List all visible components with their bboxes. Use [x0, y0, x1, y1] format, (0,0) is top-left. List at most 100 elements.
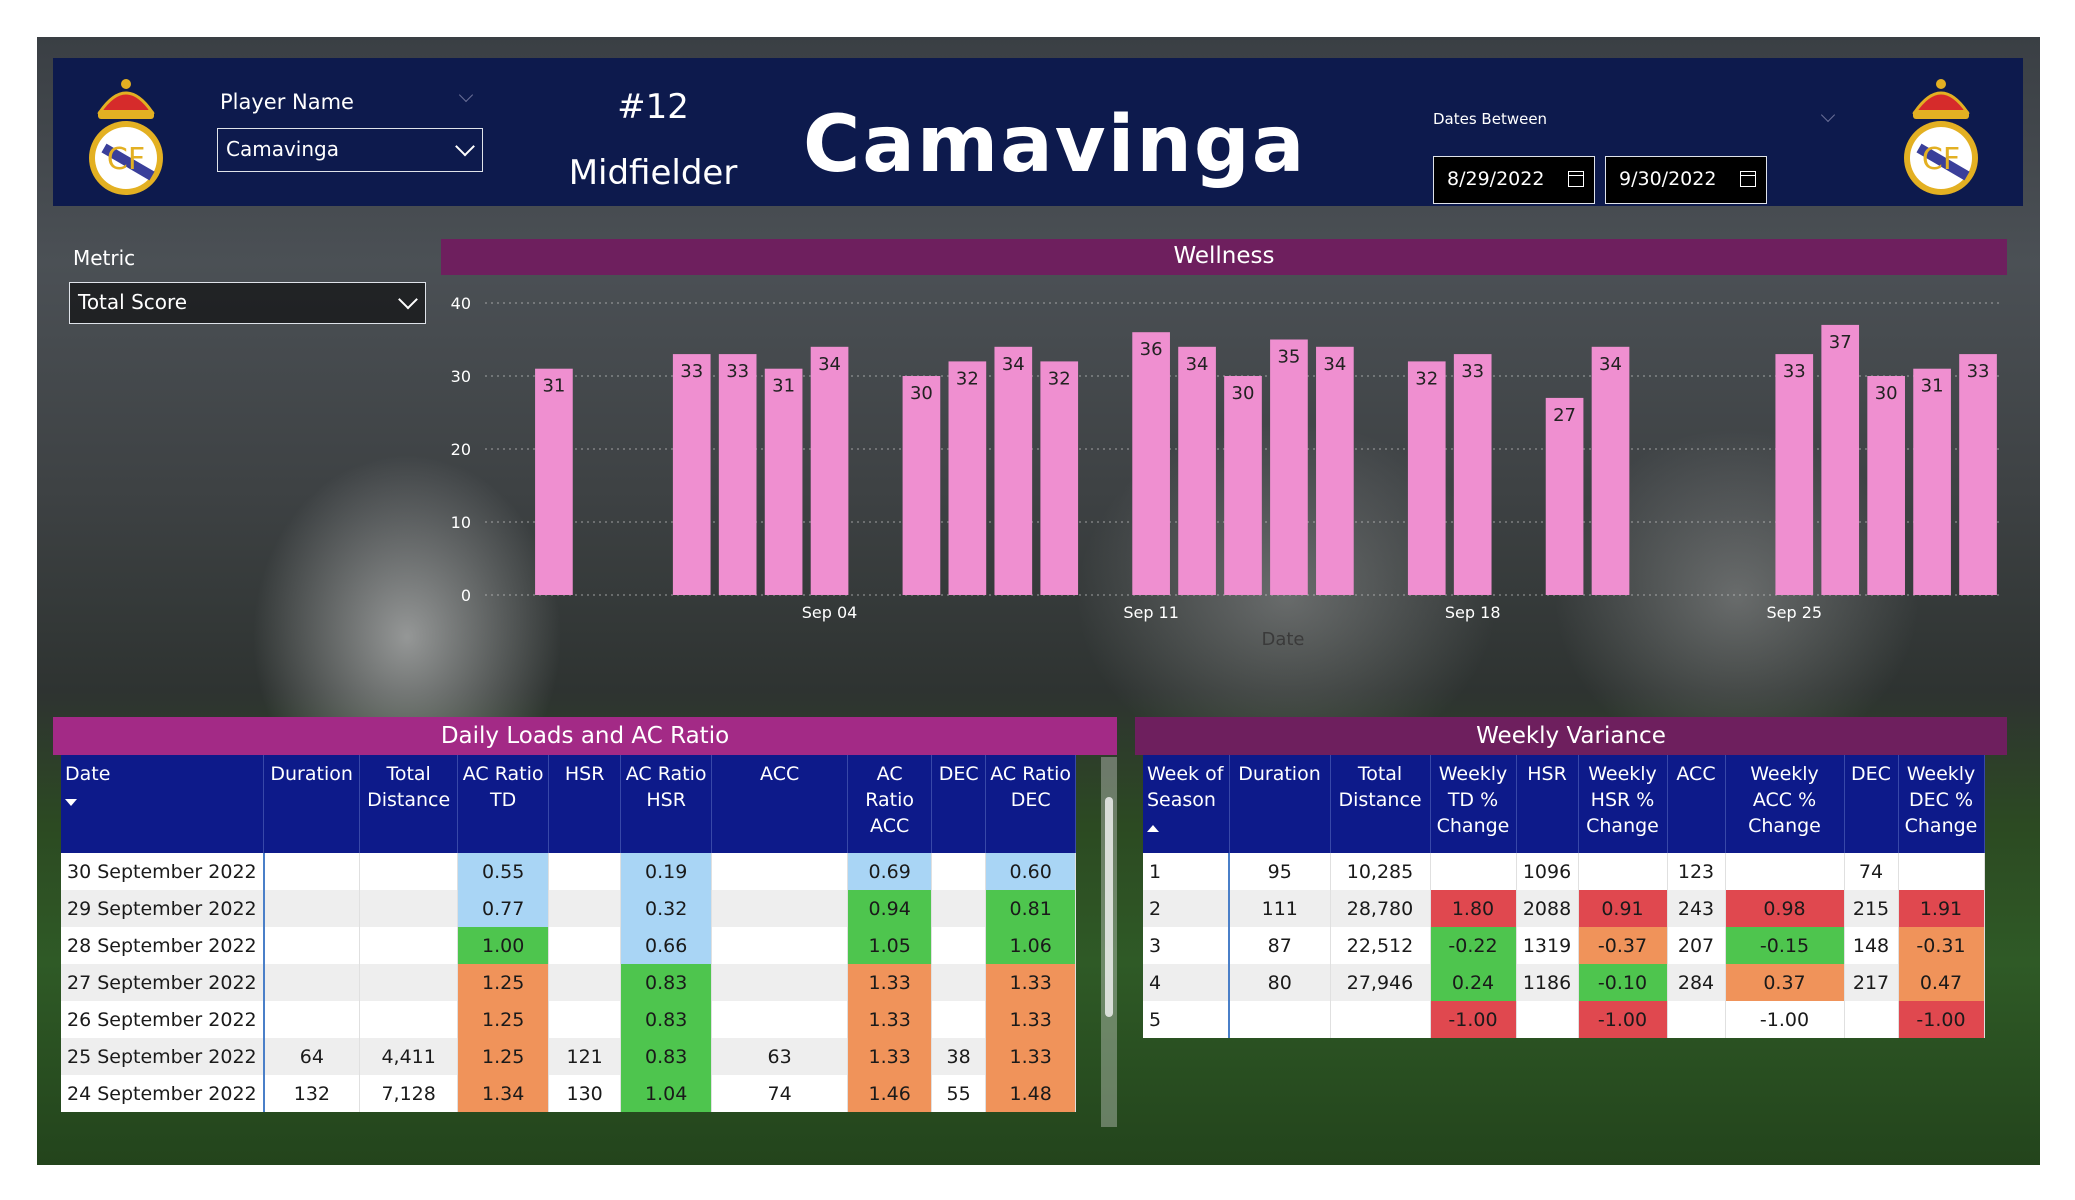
column-header-label: ACC [1676, 763, 1716, 785]
column-header[interactable]: Total Distance [359, 755, 459, 853]
table-cell [931, 1001, 987, 1038]
table-cell: 22,512 [1330, 927, 1431, 964]
date-slicer-chevron-icon[interactable] [1820, 107, 1836, 123]
column-header[interactable]: Weekly TD % Change [1430, 755, 1517, 853]
table-row[interactable]: 29 September 2022 0.77 0.32 0.94 0.81 [61, 890, 1077, 927]
table-row[interactable]: 1 95 10,285 1096 123 74 [1143, 853, 1985, 890]
metric-dropdown[interactable]: Total Score [69, 282, 426, 324]
daily-table-scrollbar[interactable] [1101, 757, 1117, 1127]
table-row[interactable]: 30 September 2022 0.55 0.19 0.69 0.60 [61, 853, 1077, 890]
table-cell: 0.77 [457, 890, 550, 927]
column-header[interactable]: Duration [1229, 755, 1331, 853]
column-header[interactable]: Weekly HSR % Change [1578, 755, 1668, 853]
table-row[interactable]: 4 80 27,946 0.24 1186 -0.10 284 0.37 217 0.47 [1143, 964, 1985, 1001]
column-header[interactable]: AC Ratio ACC [847, 755, 933, 853]
bar-data-label: 33 [680, 361, 703, 382]
table-cell: 121 [548, 1038, 622, 1075]
wellness-bar [1270, 339, 1308, 595]
table-cell [1516, 1001, 1579, 1038]
table-cell [263, 927, 361, 964]
chevron-down-icon [398, 289, 418, 310]
column-header[interactable]: Weekly ACC % Change [1725, 755, 1845, 853]
calendar-icon[interactable] [1740, 171, 1756, 187]
column-header-label: Total Distance [1338, 763, 1422, 811]
table-row[interactable]: 25 September 2022 64 4,411 1.25 121 0.83 63 1.3… [61, 1038, 1077, 1075]
table-row[interactable]: 24 September 2022 132 7,128 1.34 130 1.04 74 1.… [61, 1075, 1077, 1112]
wellness-bar [1821, 324, 1860, 595]
daily-loads-table-container[interactable]: Date Duration Total Distance AC Ratio TD HSR… [61, 755, 1117, 1127]
table-cell: 1.33 [847, 1001, 933, 1038]
column-header[interactable]: Date [61, 755, 265, 853]
column-header[interactable]: HSR [548, 755, 622, 853]
table-cell: 0.83 [620, 1038, 713, 1075]
table-cell: 2 [1143, 890, 1230, 927]
player-name-dropdown[interactable]: Camavinga [217, 128, 483, 172]
wellness-bar [994, 346, 1033, 595]
table-cell: 64 [263, 1038, 361, 1075]
bar-data-label: 36 [1140, 339, 1163, 360]
column-header[interactable]: ACC [1667, 755, 1726, 853]
table-cell: -1.00 [1725, 1001, 1845, 1038]
calendar-icon[interactable] [1568, 171, 1584, 187]
scrollbar-thumb[interactable] [1105, 797, 1113, 1017]
bar-data-label: 34 [1002, 354, 1025, 375]
bar-data-label: 31 [772, 376, 795, 397]
column-header[interactable]: DEC [931, 755, 987, 853]
table-cell [548, 1001, 622, 1038]
column-header-label: HSR [564, 763, 605, 785]
table-cell [1578, 853, 1668, 890]
table-cell [1229, 1001, 1331, 1038]
table-cell: 38 [931, 1038, 987, 1075]
table-row[interactable]: 2 111 28,780 1.80 2088 0.91 243 0.98 215 1.91 [1143, 890, 1985, 927]
table-cell: 1.33 [985, 1001, 1077, 1038]
table-cell: 0.55 [457, 853, 550, 890]
table-cell: 0.69 [847, 853, 933, 890]
bar-data-label: 33 [1967, 361, 1990, 382]
metric-value: Total Score [78, 290, 188, 314]
column-header[interactable]: DEC [1844, 755, 1899, 853]
y-tick-label: 40 [451, 294, 471, 313]
column-header[interactable]: Weekly DEC % Change [1898, 755, 1985, 853]
bar-data-label: 32 [1415, 368, 1438, 389]
table-row[interactable]: 27 September 2022 1.25 0.83 1.33 1.33 [61, 964, 1077, 1001]
column-header[interactable]: Week of Season [1143, 755, 1230, 853]
table-cell: -1.00 [1898, 1001, 1985, 1038]
column-header[interactable]: Total Distance [1330, 755, 1431, 853]
daily-loads-table: Date Duration Total Distance AC Ratio TD HSR… [61, 755, 1077, 1112]
table-cell: 148 [1844, 927, 1899, 964]
weekly-variance-table-container[interactable]: Week of Season Duration Total Distance Week… [1143, 755, 2007, 1085]
table-row[interactable]: 28 September 2022 1.00 0.66 1.05 1.06 [61, 927, 1077, 964]
svg-text:CF: CF [107, 142, 145, 177]
table-cell: 0.81 [985, 890, 1077, 927]
table-cell: 87 [1229, 927, 1331, 964]
column-header[interactable]: AC Ratio TD [457, 755, 550, 853]
table-cell: 1.48 [985, 1075, 1077, 1112]
daily-loads-title: Daily Loads and AC Ratio [53, 717, 1117, 755]
column-header[interactable]: AC Ratio DEC [985, 755, 1077, 853]
table-cell [711, 890, 849, 927]
table-row[interactable]: 3 87 22,512 -0.22 1319 -0.37 207 -0.15 148 -0.31 [1143, 927, 1985, 964]
column-header[interactable]: Duration [263, 755, 361, 853]
column-header-label: Weekly ACC % Change [1748, 763, 1821, 837]
table-cell: -0.10 [1578, 964, 1668, 1001]
table-cell [931, 964, 987, 1001]
slicer-collapse-chevron-icon[interactable] [458, 87, 474, 103]
table-cell: 25 September 2022 [61, 1038, 265, 1075]
wellness-bar [1224, 376, 1262, 595]
table-cell [711, 1001, 849, 1038]
date-to-input[interactable]: 9/30/2022 [1605, 156, 1767, 204]
column-header[interactable]: AC Ratio HSR [620, 755, 713, 853]
bar-data-label: 34 [818, 354, 841, 375]
sort-arrow-icon[interactable] [1147, 825, 1159, 832]
sort-arrow-icon[interactable] [65, 799, 77, 806]
table-cell: 0.37 [1725, 964, 1845, 1001]
date-from-input[interactable]: 8/29/2022 [1433, 156, 1595, 204]
column-header[interactable]: HSR [1516, 755, 1579, 853]
table-cell: 63 [711, 1038, 849, 1075]
chevron-down-icon [455, 136, 475, 157]
table-row[interactable]: 26 September 2022 1.25 0.83 1.33 1.33 [61, 1001, 1077, 1038]
table-cell: 1.06 [985, 927, 1077, 964]
table-cell: -1.00 [1578, 1001, 1668, 1038]
column-header[interactable]: ACC [711, 755, 849, 853]
table-row[interactable]: 5 -1.00 -1.00 -1.00 -1.00 [1143, 1001, 1985, 1038]
